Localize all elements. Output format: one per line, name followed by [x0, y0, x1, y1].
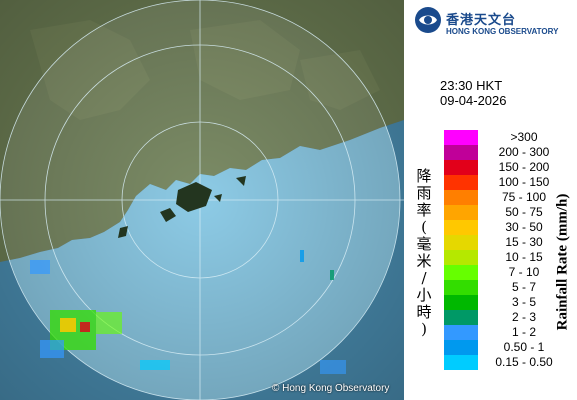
legend-swatch [444, 190, 478, 205]
legend-title-zh-char: ( [421, 218, 427, 236]
date: 09-04-2026 [440, 93, 507, 108]
legend-swatch [444, 265, 478, 280]
legend-label: 50 - 75 [505, 205, 543, 219]
radar-map-canvas [0, 0, 404, 400]
radar-map: © Hong Kong Observatory [0, 0, 404, 400]
legend-title-zh-char: / [421, 269, 427, 287]
legend-swatch [444, 220, 478, 235]
legend-label: 3 - 5 [511, 295, 536, 309]
legend-label: 5 - 7 [511, 280, 536, 294]
legend-swatch [444, 295, 478, 310]
legend-swatch [444, 355, 478, 370]
logo-name-zh: 香港天文台 [446, 13, 517, 28]
legend-title-zh-char: 降 [416, 167, 432, 185]
legend-swatch [444, 235, 478, 250]
legend-swatch [444, 280, 478, 295]
legend-swatch [444, 250, 478, 265]
legend-label: 150 - 200 [498, 160, 550, 174]
info-panel: 香港天文台 HONG KONG OBSERVATORY 23:30 HKT 09… [404, 0, 577, 400]
legend-label: 200 - 300 [498, 145, 550, 159]
legend-title-zh-char: ) [421, 320, 427, 338]
legend-title-zh-char: 米 [416, 252, 432, 270]
legend-title-zh-char: 率 [416, 201, 432, 219]
legend-swatch [444, 175, 478, 190]
map-copyright: © Hong Kong Observatory [272, 383, 390, 394]
rain-echoes [30, 250, 346, 374]
legend-label: 7 - 10 [508, 265, 540, 279]
hko-emblem-icon [415, 7, 441, 33]
legend-label: 10 - 15 [505, 250, 543, 264]
islands [118, 176, 246, 238]
legend-title-zh-char: 時 [416, 303, 432, 321]
legend-label: 0.50 - 1 [503, 340, 545, 354]
legend-swatch [444, 325, 478, 340]
time: 23:30 HKT [440, 78, 503, 93]
legend-title-zh-char: 小 [416, 286, 432, 304]
legend-label: 0.15 - 0.50 [495, 355, 553, 369]
legend-label: 30 - 50 [505, 220, 543, 234]
legend-label: 15 - 30 [505, 235, 543, 249]
legend-swatch [444, 205, 478, 220]
hko-logo[interactable]: 香港天文台 HONG KONG OBSERVATORY [414, 6, 574, 38]
legend-label: 75 - 100 [501, 190, 547, 204]
logo-name-en: HONG KONG OBSERVATORY [446, 27, 559, 36]
legend-title-zh-char: 毫 [416, 235, 432, 253]
legend-title-zh-char: 雨 [416, 184, 432, 202]
legend-label: 1 - 2 [511, 325, 536, 339]
legend-swatch [444, 145, 478, 160]
legend-swatch [444, 340, 478, 355]
legend-title-zh: 降雨率(毫米 / 小時) [414, 168, 434, 338]
timestamp: 23:30 HKT 09-04-2026 [440, 78, 507, 108]
legend-swatch [444, 310, 478, 325]
legend-label: 100 - 150 [498, 175, 550, 189]
legend-swatch [444, 130, 478, 145]
legend-label: 2 - 3 [511, 310, 536, 324]
legend-swatch [444, 160, 478, 175]
legend-label: >300 [510, 130, 538, 144]
